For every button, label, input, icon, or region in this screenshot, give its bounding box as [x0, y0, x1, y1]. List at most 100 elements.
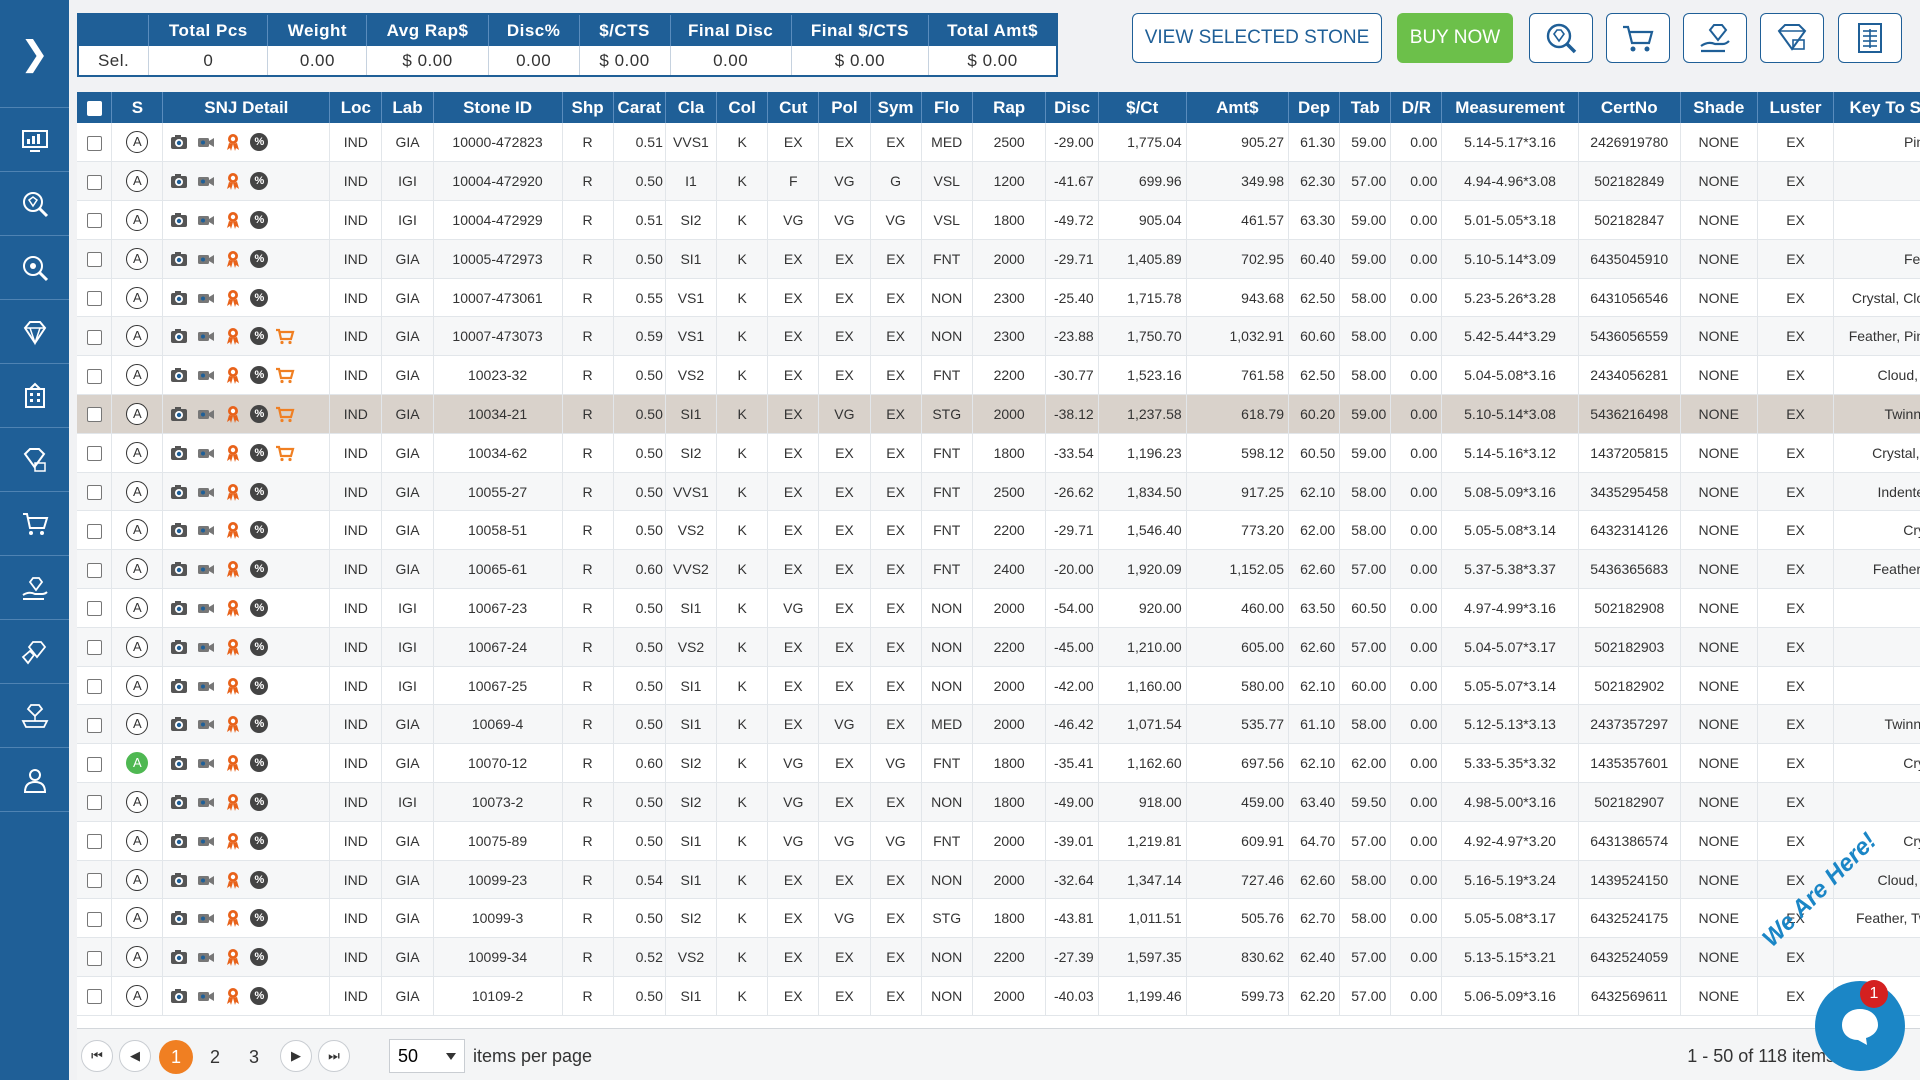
sidebar-item-offer[interactable] — [0, 620, 69, 684]
row-checkbox[interactable] — [77, 666, 113, 706]
in-cart-icon[interactable] — [275, 365, 295, 385]
table-row[interactable]: A% IND GIA 10099-23 R 0.54 SI1 K EX EX EX NON 2000 -3… — [77, 860, 1920, 900]
sidebar-item-jewelry[interactable] — [0, 684, 69, 748]
row-checkbox[interactable] — [77, 510, 113, 551]
column-header-flo[interactable]: Flo — [921, 92, 973, 123]
image-icon[interactable] — [169, 365, 189, 385]
sidebar-item-dashboard[interactable] — [0, 108, 69, 172]
table-row[interactable]: A% IND GIA 10005-472973 R 0.50 SI1 K EX EX EX FNT 20… — [77, 239, 1920, 279]
sidebar-item-hold[interactable] — [0, 556, 69, 620]
column-header-snj-detail[interactable]: SNJ Detail — [162, 92, 331, 123]
video-icon[interactable] — [196, 598, 216, 618]
sidebar-item-pricing[interactable] — [0, 428, 69, 492]
percent-icon[interactable]: % — [250, 909, 269, 928]
video-icon[interactable] — [196, 676, 216, 696]
view-selected-stone-button[interactable]: VIEW SELECTED STONE — [1132, 13, 1382, 63]
row-checkbox[interactable] — [77, 316, 113, 357]
image-icon[interactable] — [169, 676, 189, 696]
table-row[interactable]: A% IND GIA 10099-3 R 0.50 SI2 K EX VG EX STG 1800 -43… — [77, 898, 1920, 939]
certificate-icon[interactable] — [223, 908, 243, 928]
column-header-col[interactable]: Col — [716, 92, 769, 123]
column-header-sym[interactable]: Sym — [870, 92, 922, 123]
hold-button[interactable] — [1683, 13, 1747, 63]
page-3-button[interactable]: 3 — [248, 1046, 259, 1067]
row-checkbox[interactable] — [77, 743, 113, 784]
certificate-icon[interactable] — [223, 676, 243, 696]
page-size-select[interactable]: 50 — [389, 1039, 465, 1073]
video-icon[interactable] — [196, 326, 216, 346]
video-icon[interactable] — [196, 404, 216, 424]
table-row[interactable]: A% IND IGI 10067-24 R 0.50 VS2 K EX EX EX NON 2200 -4… — [77, 627, 1920, 667]
percent-icon[interactable]: % — [250, 249, 269, 268]
row-checkbox[interactable] — [77, 123, 113, 163]
video-icon[interactable] — [196, 520, 216, 540]
table-row[interactable]: A% IND IGI 10073-2 R 0.50 SI2 K VG EX EX NON 1800 -49… — [77, 782, 1920, 822]
sidebar-item-diamonds[interactable] — [0, 300, 69, 364]
row-checkbox[interactable] — [77, 239, 113, 279]
certificate-icon[interactable] — [223, 870, 243, 890]
image-icon[interactable] — [169, 520, 189, 540]
row-checkbox[interactable] — [77, 278, 113, 318]
image-icon[interactable] — [169, 637, 189, 657]
last-page-button[interactable]: ⏭ — [318, 1040, 350, 1072]
row-checkbox[interactable] — [77, 433, 113, 473]
column-header-measurement[interactable]: Measurement — [1441, 92, 1579, 123]
percent-icon[interactable]: % — [250, 637, 269, 656]
certificate-icon[interactable] — [223, 598, 243, 618]
in-cart-icon[interactable] — [275, 326, 295, 346]
certificate-icon[interactable] — [223, 249, 243, 269]
video-icon[interactable] — [196, 714, 216, 734]
video-icon[interactable] — [196, 249, 216, 269]
row-checkbox[interactable] — [77, 704, 113, 745]
video-icon[interactable] — [196, 792, 216, 812]
video-icon[interactable] — [196, 482, 216, 502]
sidebar-item-company[interactable] — [0, 364, 69, 428]
certificate-icon[interactable] — [223, 171, 243, 191]
video-icon[interactable] — [196, 288, 216, 308]
in-cart-icon[interactable] — [275, 404, 295, 424]
video-icon[interactable] — [196, 831, 216, 851]
table-row[interactable]: A% IND GIA 10058-51 R 0.50 VS2 K EX EX EX FNT 2200 -2… — [77, 510, 1920, 551]
buy-now-button[interactable]: BUY NOW — [1397, 13, 1513, 63]
row-checkbox[interactable] — [77, 898, 113, 939]
row-checkbox[interactable] — [77, 161, 113, 202]
percent-icon[interactable]: % — [250, 210, 269, 229]
image-icon[interactable] — [169, 870, 189, 890]
row-checkbox[interactable] — [77, 588, 113, 628]
video-icon[interactable] — [196, 753, 216, 773]
video-icon[interactable] — [196, 947, 216, 967]
image-icon[interactable] — [169, 947, 189, 967]
video-icon[interactable] — [196, 132, 216, 152]
column-header-amt[interactable]: Amt$ — [1186, 92, 1290, 123]
certificate-icon[interactable] — [223, 365, 243, 385]
certificate-icon[interactable] — [223, 132, 243, 152]
column-header-tab[interactable]: Tab — [1339, 92, 1392, 123]
percent-icon[interactable]: % — [250, 598, 269, 617]
column-header-certno[interactable]: CertNo — [1578, 92, 1681, 123]
percent-icon[interactable]: % — [250, 870, 269, 889]
certificate-icon[interactable] — [223, 947, 243, 967]
percent-icon[interactable]: % — [250, 792, 269, 811]
video-icon[interactable] — [196, 870, 216, 890]
percent-icon[interactable]: % — [250, 288, 269, 307]
video-icon[interactable] — [196, 210, 216, 230]
table-row[interactable]: A% IND GIA 10055-27 R 0.50 VVS1 K EX EX EX FNT 2500-… — [77, 472, 1920, 512]
export-excel-button[interactable] — [1838, 13, 1902, 63]
select-all-checkbox[interactable] — [77, 92, 113, 123]
table-row[interactable]: A% IND GIA 10070-12 R 0.60 SI2 K VG EX VG FNT 1800 -3… — [77, 743, 1920, 784]
certificate-icon[interactable] — [223, 288, 243, 308]
row-checkbox[interactable] — [77, 782, 113, 822]
sidebar-item-profile[interactable] — [0, 748, 69, 812]
column-header-shp[interactable]: Shp — [562, 92, 614, 123]
video-icon[interactable] — [196, 637, 216, 657]
percent-icon[interactable]: % — [250, 754, 269, 773]
image-icon[interactable] — [169, 443, 189, 463]
certificate-icon[interactable] — [223, 482, 243, 502]
table-row[interactable]: A% IND GIA 10069-4 R 0.50 SI1 K EX VG EX MED 2000 -46… — [77, 704, 1920, 745]
percent-icon[interactable]: % — [250, 831, 269, 850]
table-row[interactable]: A% IND GIA 10007-473073 R 0.59 VS1 K EX EX EX NON 23… — [77, 316, 1920, 357]
column-header-dep[interactable]: Dep — [1288, 92, 1341, 123]
page-2-button[interactable]: 2 — [209, 1046, 220, 1067]
table-row[interactable]: A% IND GIA 10023-32 R 0.50 VS2 K EX EX EX FNT 2200 -3… — [77, 355, 1920, 396]
certificate-icon[interactable] — [223, 559, 243, 579]
